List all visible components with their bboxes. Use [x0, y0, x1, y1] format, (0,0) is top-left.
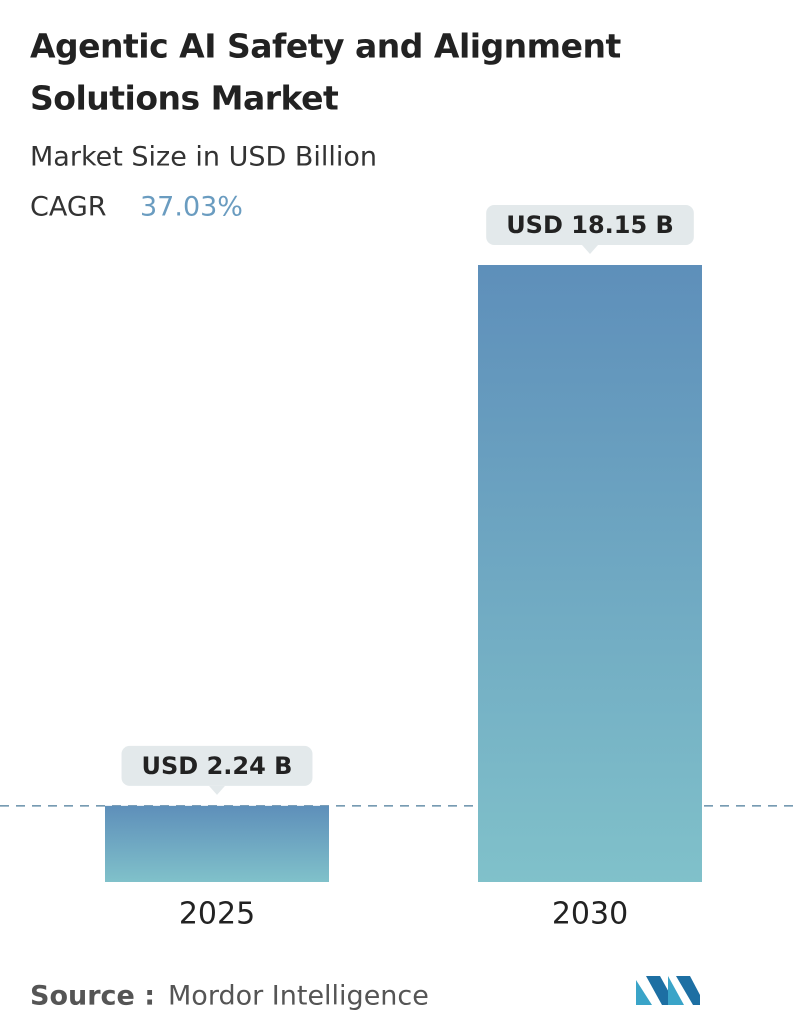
source-label: Source :: [30, 981, 155, 1012]
x-tick-label: 2030: [552, 897, 628, 932]
value-label: USD 18.15 B: [506, 211, 674, 239]
bar: [478, 265, 702, 882]
value-label-pointer: [582, 245, 598, 254]
source: Mordor Intelligence: [168, 981, 429, 1012]
value-label: USD 2.24 B: [142, 752, 293, 780]
subtitle: Market Size in USD Billion: [30, 142, 377, 173]
bar: [105, 805, 329, 882]
logo: [636, 976, 700, 1005]
cagr-label: CAGR: [30, 192, 107, 223]
chart-title: Solutions Market: [30, 79, 339, 118]
x-tick-label: 2025: [179, 897, 255, 932]
cagr-value: 37.03%: [140, 192, 243, 223]
value-label-pointer: [209, 785, 225, 795]
chart-title: Agentic AI Safety and Alignment: [30, 27, 621, 66]
value-label-box: [121, 745, 313, 786]
value-label-box: [486, 205, 694, 245]
